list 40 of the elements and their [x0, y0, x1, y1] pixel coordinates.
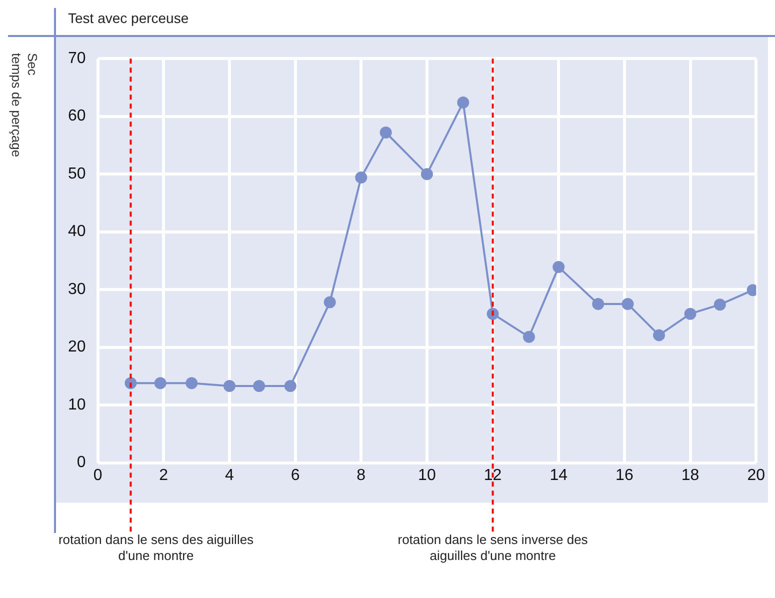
- point: [522, 330, 535, 343]
- ref-line-label: rotation dans le sens des aiguilles d'une montre: [58, 532, 254, 563]
- x-tick-label: 18: [681, 466, 700, 484]
- point: [420, 168, 433, 180]
- x-tick-label: 10: [418, 466, 436, 484]
- y-tick-label: 10: [68, 396, 86, 414]
- x-tick-label: 8: [356, 466, 366, 484]
- point: [684, 308, 696, 320]
- chart-title: Test avec perceuse: [68, 10, 189, 26]
- point: [223, 380, 236, 392]
- point: [253, 380, 266, 392]
- ref-line-label: rotation dans le sens inverse des aiguilles d'une montre: [398, 532, 588, 563]
- x-tick-label: 0: [93, 466, 102, 484]
- point: [355, 172, 368, 184]
- point: [186, 377, 198, 390]
- x-tick-label: 14: [550, 466, 568, 484]
- point: [653, 329, 665, 342]
- y-tick-label: 0: [76, 454, 86, 472]
- y-axis-title: Sec temps de perçage: [8, 53, 40, 158]
- point: [284, 380, 296, 392]
- y-tick-label: 40: [68, 223, 86, 240]
- point: [380, 126, 392, 139]
- x-tick-label: 20: [747, 466, 766, 484]
- x-tick-label: 12: [484, 466, 502, 484]
- y-tick-label: 30: [68, 280, 86, 298]
- point: [592, 298, 604, 310]
- x-tick-label: 16: [616, 466, 634, 484]
- y-tick-label: 60: [68, 108, 86, 125]
- point: [714, 298, 726, 311]
- y-tick-label: 20: [68, 338, 86, 356]
- point: [324, 296, 336, 308]
- point: [457, 96, 470, 108]
- x-tick-label: 6: [290, 466, 300, 484]
- point: [622, 298, 634, 310]
- x-tick-label: 2: [159, 466, 168, 484]
- x-tick-label: 4: [225, 466, 234, 484]
- y-tick-label: 70: [68, 50, 86, 68]
- point: [552, 261, 565, 274]
- point: [154, 377, 166, 390]
- y-tick-label: 50: [68, 165, 86, 182]
